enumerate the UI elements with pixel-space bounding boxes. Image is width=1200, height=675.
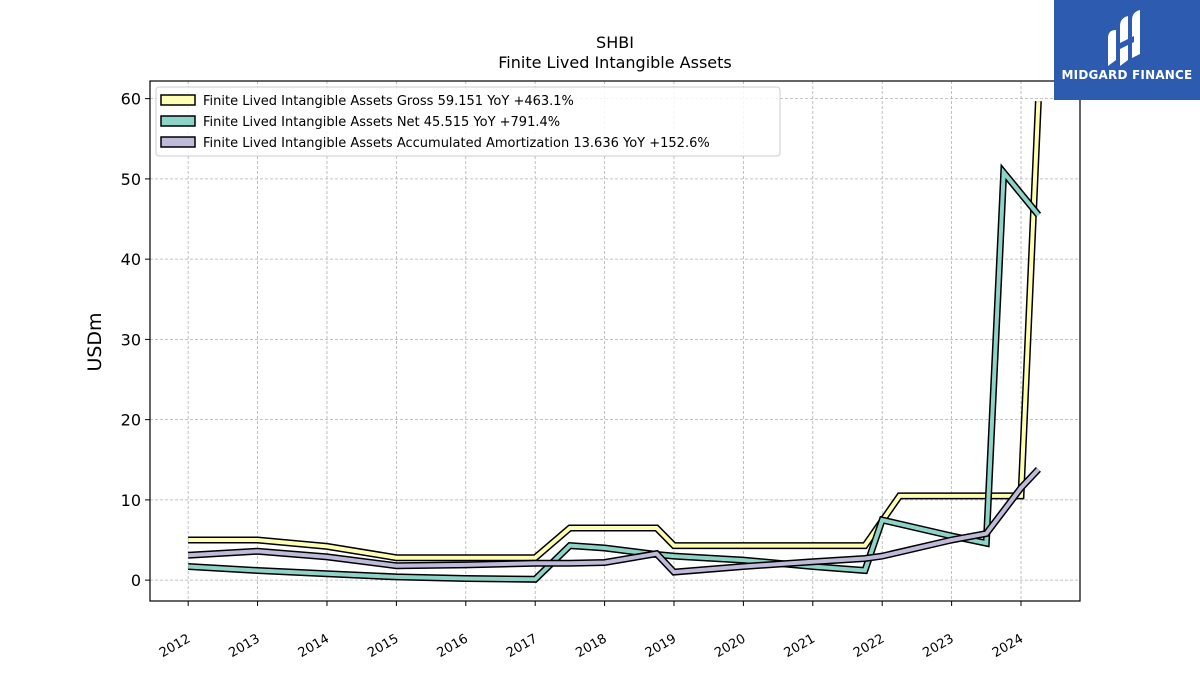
y-tick-label: 10 (121, 491, 141, 510)
legend: Finite Lived Intangible Assets Gross 59.… (155, 86, 781, 157)
x-tick-label: 2019 (643, 631, 679, 661)
x-tick-label: 2018 (573, 631, 609, 661)
series-line-fill (188, 101, 1041, 560)
legend-swatch (160, 136, 196, 148)
series-line-outline (187, 163, 1042, 583)
legend-entry-label: Finite Lived Intangible Assets Net 45.51… (203, 115, 560, 130)
series-line-fill (188, 468, 1040, 575)
x-tick-label: 2023 (920, 631, 956, 661)
chart-subtitle: Finite Lived Intangible Assets (498, 53, 731, 72)
brand-name: MIDGARD FINANCE (1061, 68, 1193, 82)
series-line-1 (188, 100, 1042, 562)
plot-frame (149, 80, 1081, 602)
series-lines (187, 100, 1042, 583)
series-line-fill (188, 167, 1040, 582)
series-line-outline (188, 100, 1042, 562)
legend-swatch (160, 115, 196, 127)
grid (150, 81, 1080, 601)
x-tick-label: 2024 (990, 631, 1026, 661)
legend-swatch (160, 94, 196, 106)
legend-entry-label: Finite Lived Intangible Assets Gross 59.… (203, 94, 574, 109)
brand-logo: MIDGARD FINANCE (1054, 0, 1200, 100)
x-tick-label: 2015 (365, 631, 401, 661)
x-tick-label: 2013 (226, 631, 262, 661)
y-tick-label: 30 (121, 330, 141, 349)
y-tick-label: 60 (121, 90, 141, 109)
midgard-logo-mark-icon (1108, 10, 1140, 66)
y-axis-label: USDm (84, 312, 106, 371)
legend-entry-label: Finite Lived Intangible Assets Accumulat… (203, 136, 710, 151)
y-tick-label: 40 (121, 250, 141, 269)
x-tick-label: 2021 (782, 631, 818, 661)
x-tick-label: 2012 (157, 631, 193, 661)
series-line-3 (187, 467, 1041, 576)
x-tick-label: 2017 (504, 631, 540, 661)
chart-title: SHBI (596, 33, 634, 52)
y-tick-label: 50 (121, 170, 141, 189)
x-tick-label: 2022 (851, 631, 887, 661)
x-tick-label: 2014 (296, 631, 332, 661)
x-tick-label: 2016 (435, 631, 471, 661)
legend-box (155, 86, 781, 157)
y-tick-label: 0 (131, 571, 141, 590)
series-line-2 (187, 163, 1042, 583)
x-tick-label: 2020 (712, 631, 748, 661)
axes: 0 10 20 30 40 50 60 2012 2013 2014 2015 2016 2017 201… (121, 90, 1026, 661)
y-tick-label: 20 (121, 411, 141, 430)
